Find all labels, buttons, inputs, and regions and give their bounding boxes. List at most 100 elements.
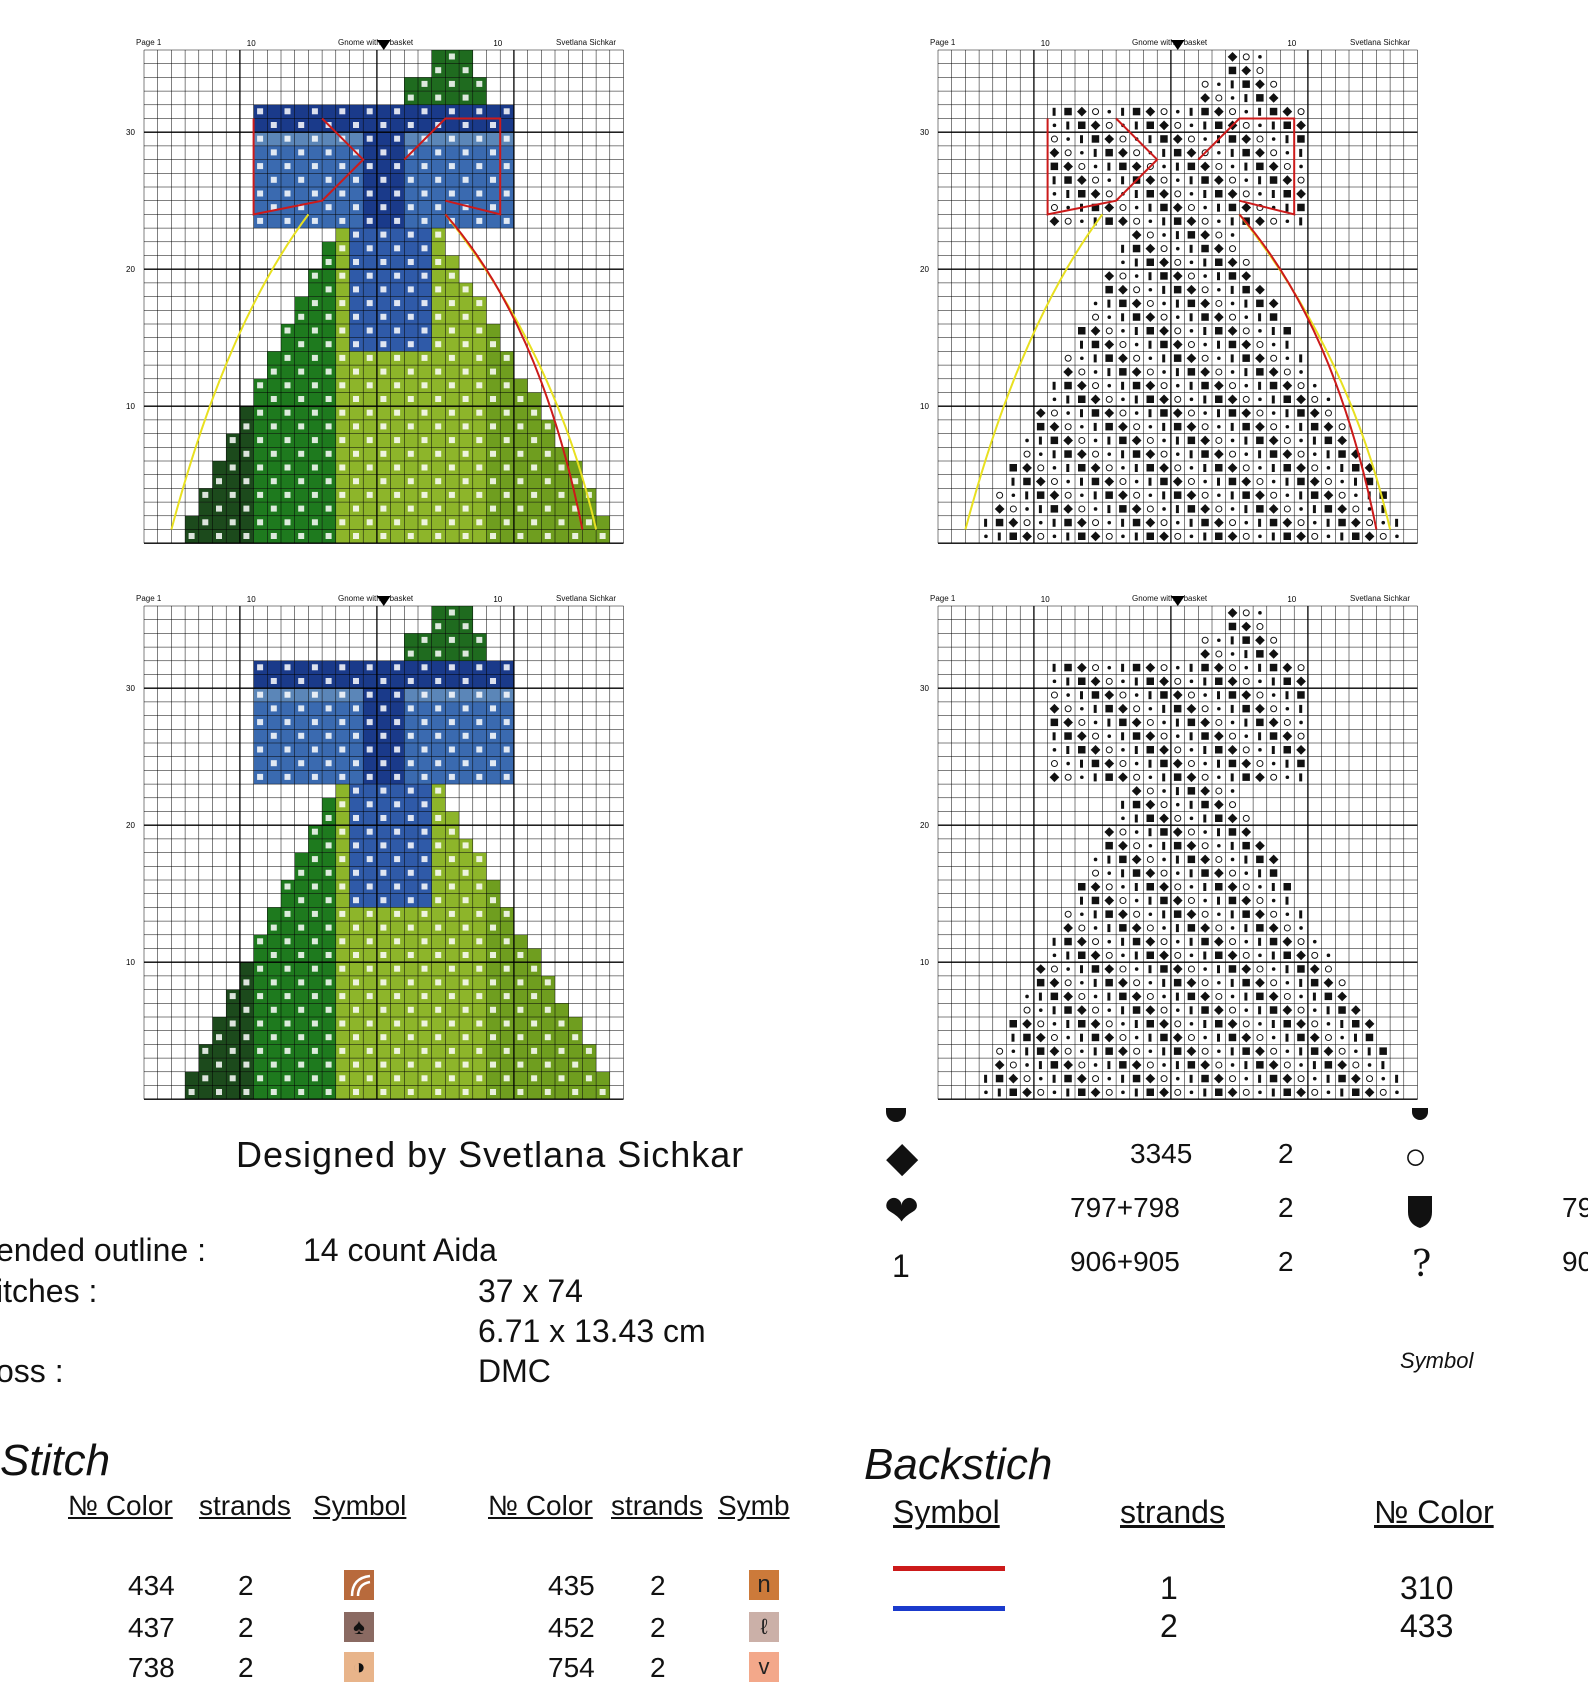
stitch-symbol	[311, 519, 318, 526]
stitch-symbol	[490, 505, 496, 512]
stitch-symbol	[1078, 532, 1086, 540]
stitch-cell	[212, 515, 227, 530]
stitch-symbol	[1118, 421, 1128, 432]
stitch-symbol	[503, 664, 510, 671]
stitch-symbol	[1162, 354, 1166, 363]
stitch-symbol	[1282, 517, 1293, 528]
stitch-symbol	[476, 300, 483, 307]
stitch-symbol	[380, 815, 387, 821]
stitch-symbol	[1078, 924, 1086, 932]
stitch-symbol	[421, 80, 428, 87]
stitch-symbol	[1023, 1033, 1031, 1042]
stitch-symbol	[284, 519, 291, 526]
stitch-symbol	[298, 924, 305, 931]
stitch-symbol	[1242, 609, 1250, 617]
stitch-cell	[349, 324, 364, 338]
stitch-symbol	[1230, 148, 1234, 157]
stitch-symbol	[1037, 532, 1045, 540]
stitch-cell	[349, 1017, 364, 1031]
stitch-symbol	[311, 910, 318, 917]
stitch-cell	[431, 934, 446, 949]
stitch-cell	[445, 91, 460, 105]
tick-label: 30	[920, 684, 929, 693]
stitch-symbol	[1283, 951, 1291, 959]
stitch-cell	[294, 1044, 309, 1059]
floss-strands: 2	[650, 1652, 666, 1683]
stitch-symbol	[1285, 356, 1290, 361]
stitch-symbol	[1078, 677, 1086, 685]
stitch-cell	[500, 200, 514, 215]
stitch-symbol	[476, 190, 483, 197]
stitch-symbol	[1215, 855, 1223, 863]
stitch-symbol	[1215, 883, 1223, 891]
stitch-symbol	[1379, 1088, 1387, 1096]
stitch-symbol	[1159, 950, 1169, 961]
stitch-symbol	[1299, 978, 1303, 987]
stitch-cell	[500, 948, 514, 963]
tick-label: 10	[920, 402, 929, 411]
stitch-cell	[363, 1030, 377, 1045]
stitch-symbol	[1035, 408, 1046, 418]
stitch-symbol	[1229, 938, 1237, 946]
stitch-symbol	[1066, 190, 1070, 198]
stitch-cell	[500, 975, 514, 990]
stitch-symbol	[1312, 1008, 1317, 1012]
stitch-symbol	[1105, 285, 1113, 294]
stitch-symbol	[1174, 395, 1182, 403]
stitch-symbol	[1309, 408, 1320, 418]
stitch-symbol	[503, 938, 510, 945]
stitch-cell	[404, 715, 418, 730]
stitch-cell	[253, 173, 268, 187]
stitch-symbol	[1201, 869, 1209, 877]
stitch-symbol	[1132, 1006, 1141, 1014]
stitch-symbol	[1258, 466, 1262, 470]
stitch-symbol	[1105, 746, 1113, 754]
stitch-symbol	[339, 217, 346, 224]
stitch-symbol	[380, 122, 387, 128]
stitch-cell	[472, 529, 487, 544]
stitch-cell	[404, 797, 418, 812]
stitch-cell	[472, 893, 487, 908]
stitch-symbol	[1159, 120, 1169, 131]
tick-label: 30	[126, 684, 135, 693]
stitch-cell	[376, 1017, 391, 1031]
stitch-symbol	[1203, 677, 1207, 686]
stitch-symbol	[1162, 422, 1166, 431]
stitch-symbol	[421, 354, 428, 361]
stitch-cell	[349, 132, 364, 146]
stitch-cell	[459, 515, 473, 530]
stitch-cell	[335, 502, 350, 516]
stitch-symbol	[1146, 162, 1154, 170]
stitch-cell	[500, 701, 514, 716]
stitch-symbol	[1066, 951, 1070, 960]
stitch-cell	[390, 337, 405, 352]
stitch-symbol	[1052, 663, 1056, 672]
stitch-symbol	[1175, 436, 1179, 445]
stitch-symbol	[1271, 1088, 1275, 1097]
stitch-symbol	[353, 533, 359, 539]
stitch-symbol	[1311, 464, 1319, 472]
stitch-symbol	[1146, 368, 1154, 376]
stitch-symbol	[1091, 340, 1100, 349]
stitch-symbol	[1134, 677, 1138, 686]
stitch-cell	[376, 660, 391, 675]
stitch-symbol	[284, 217, 291, 224]
stitch-symbol	[1186, 147, 1197, 158]
stitch-symbol	[1200, 504, 1210, 514]
stitch-cell	[376, 296, 391, 311]
stitch-symbol	[1258, 869, 1262, 878]
stitch-cell	[294, 104, 309, 119]
stitch-cell	[500, 474, 514, 489]
stitch-symbol	[1134, 274, 1139, 278]
stitch-symbol	[1093, 164, 1098, 169]
stitch-symbol	[1283, 162, 1291, 170]
stitch-symbol	[1008, 517, 1019, 528]
stitch-symbol	[325, 1006, 332, 1013]
stitch-symbol	[1131, 1060, 1142, 1070]
stitch-symbol	[1337, 435, 1347, 446]
stitch-symbol	[1242, 464, 1250, 472]
stitch-symbol	[1159, 463, 1169, 473]
stitch-cell	[294, 296, 309, 311]
stitch-symbol	[1200, 298, 1210, 309]
stitch-cell	[431, 515, 446, 530]
